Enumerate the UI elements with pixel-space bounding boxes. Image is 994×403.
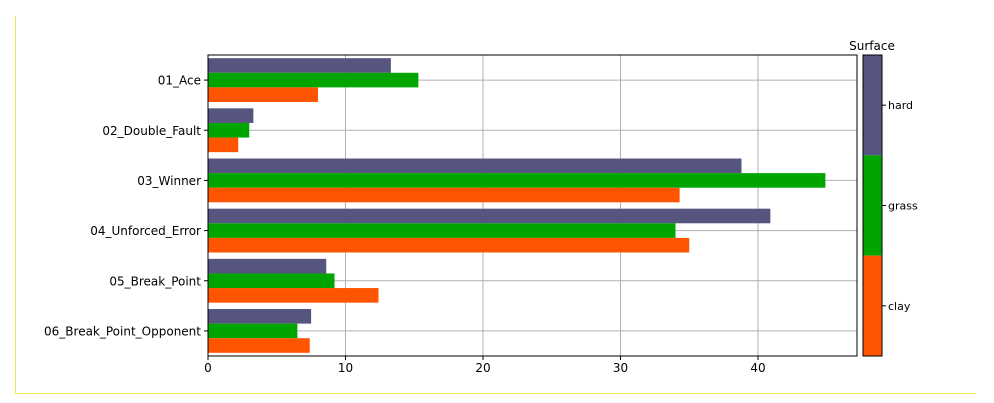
y-tick-label: 03_Winner [137,174,201,188]
bar-grass [208,122,250,138]
bar-clay [208,87,318,102]
bar-hard [208,258,327,274]
legend-title: Surface [849,39,895,53]
legend-swatch-hard [863,55,882,156]
legend-swatch-clay [863,255,882,356]
bar-grass [208,173,826,188]
bar-clay [208,237,690,253]
y-tick-label: 04_Unforced_Error [90,224,201,238]
bars [208,58,826,353]
bar-hard [208,58,391,73]
bar-hard [208,108,254,123]
x-tick-label: 20 [475,361,490,375]
legend-swatch-grass [863,155,882,256]
x-axis-ticks: 0 10 20 30 40 [204,356,766,375]
y-tick-label: 06_Break_Point_Opponent [44,324,201,338]
bar-clay [208,187,680,203]
legend-label-clay: clay [888,300,911,313]
bar-hard [208,208,771,224]
y-tick-label: 02_Double_Fault [102,124,201,138]
bar-grass [208,223,676,238]
bar-grass [208,273,335,289]
y-axis-ticks: 01_Ace 02_Double_Fault 03_Winner 04_Unforce… [44,74,208,338]
bar-hard [208,309,312,324]
legend-border [862,54,883,357]
x-tick-label: 40 [750,361,765,375]
bar-clay [208,137,239,153]
bar-grass [208,323,298,339]
bar-clay [208,338,310,353]
plot-area-border [207,54,858,357]
bar-hard [208,158,742,174]
bar-clay [208,288,379,303]
legend-label-grass: grass [888,200,918,213]
x-tick-label: 30 [613,361,628,375]
legend-label-hard: hard [888,99,913,112]
legend-colorbar: Surface hard grass clay [849,39,918,357]
figure-frame [15,16,976,394]
x-tick-label: 0 [204,361,212,375]
y-tick-label: 05_Break_Point [109,274,201,288]
x-tick-label: 10 [338,361,353,375]
bar-grass [208,72,419,88]
y-tick-label: 01_Ace [158,74,201,88]
